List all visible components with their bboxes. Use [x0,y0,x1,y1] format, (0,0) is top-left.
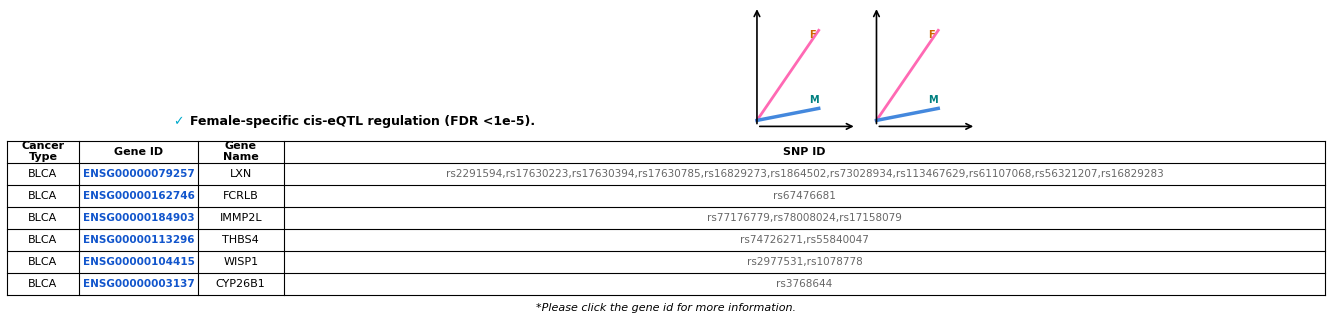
Text: ENSG00000079257: ENSG00000079257 [82,169,194,179]
Text: SNP ID: SNP ID [784,147,826,157]
Text: BLCA: BLCA [28,191,57,201]
Text: Female-specific cis-eQTL regulation (FDR <1e-5).: Female-specific cis-eQTL regulation (FDR… [190,115,535,128]
Text: F: F [809,30,815,40]
Text: F: F [928,30,935,40]
Text: WISP1: WISP1 [223,257,258,267]
Text: rs3768644: rs3768644 [777,279,833,289]
Text: ✓: ✓ [173,115,183,128]
Text: rs2291594,rs17630223,rs17630394,rs17630785,rs16829273,rs1864502,rs73028934,rs113: rs2291594,rs17630223,rs17630394,rs176307… [446,169,1163,179]
Text: BLCA: BLCA [28,279,57,289]
Text: ENSG00000003137: ENSG00000003137 [82,279,194,289]
Text: Gene ID: Gene ID [114,147,163,157]
Text: rs74726271,rs55840047: rs74726271,rs55840047 [740,235,869,245]
Text: *Please click the gene id for more information.: *Please click the gene id for more infor… [537,303,795,313]
Text: IMMP2L: IMMP2L [219,213,262,223]
Text: M: M [809,95,818,105]
Text: rs77176779,rs78008024,rs17158079: rs77176779,rs78008024,rs17158079 [706,213,902,223]
Text: ENSG00000104415: ENSG00000104415 [82,257,194,267]
Text: rs2977531,rs1078778: rs2977531,rs1078778 [746,257,862,267]
Text: CYP26B1: CYP26B1 [216,279,266,289]
Text: ENSG00000113296: ENSG00000113296 [82,235,194,245]
Text: BLCA: BLCA [28,169,57,179]
Text: BLCA: BLCA [28,235,57,245]
Text: rs67476681: rs67476681 [773,191,835,201]
Text: BLCA: BLCA [28,213,57,223]
Text: Gene
Name: Gene Name [223,141,259,162]
Text: LXN: LXN [230,169,252,179]
Text: ENSG00000184903: ENSG00000184903 [82,213,194,223]
Text: BLCA: BLCA [28,257,57,267]
Text: ENSG00000162746: ENSG00000162746 [82,191,194,201]
Text: THBS4: THBS4 [222,235,259,245]
Text: FCRLB: FCRLB [223,191,259,201]
Text: M: M [928,95,938,105]
Text: Cancer
Type: Cancer Type [21,141,65,162]
